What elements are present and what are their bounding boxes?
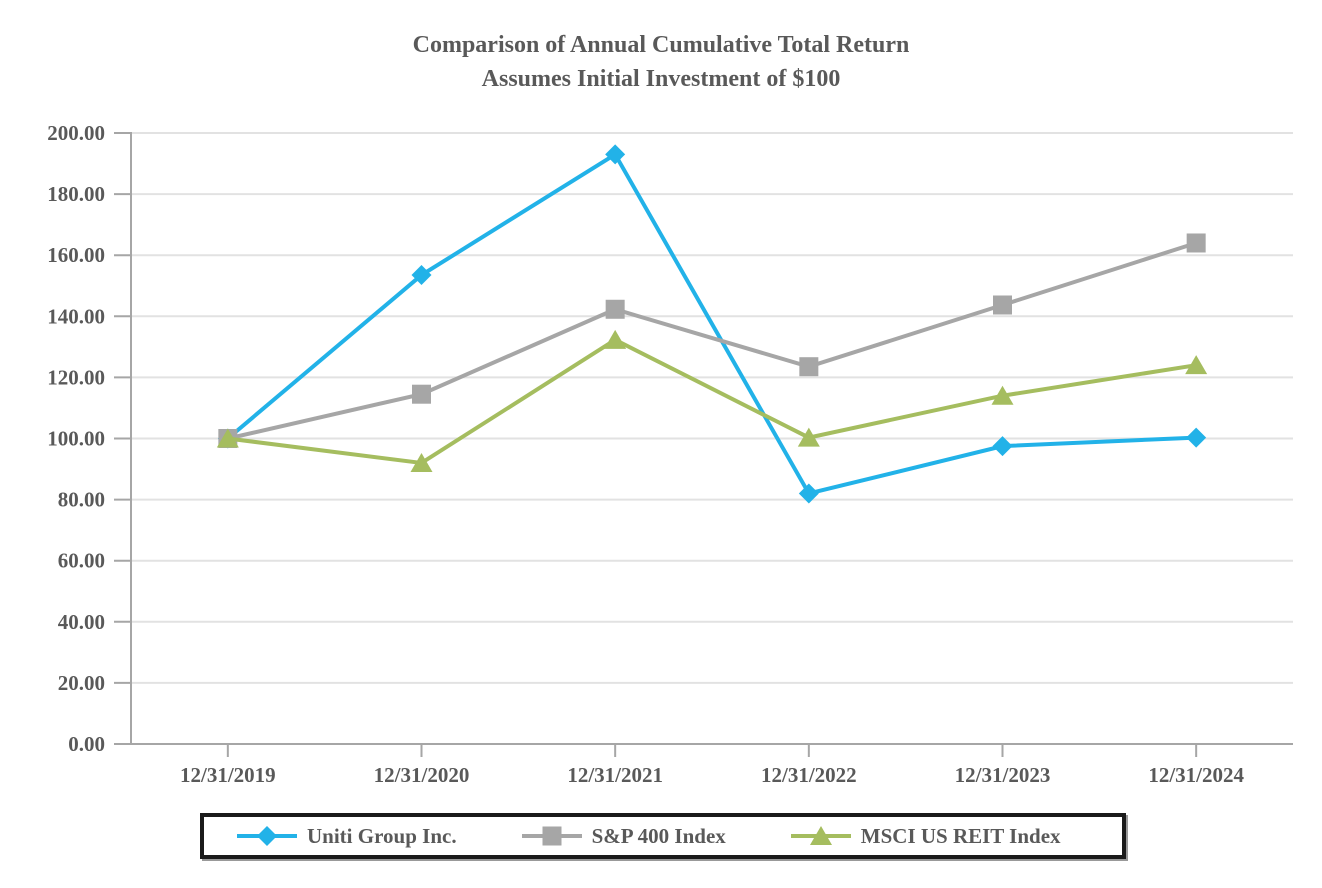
y-tick-label: 200.00: [47, 121, 105, 145]
series-line: [227, 241, 1197, 441]
x-tick-label: 12/31/2020: [374, 763, 470, 787]
legend-label-sp400: S&P 400 Index: [591, 823, 726, 848]
chart-title-line1: Comparison of Annual Cumulative Total Re…: [412, 32, 910, 58]
x-tick-label: 12/31/2021: [567, 763, 663, 787]
legend-diamond-glyph: [257, 826, 277, 846]
data-point: [797, 427, 820, 447]
chart-title-line2: Assumes Initial Investment of $100: [481, 66, 841, 92]
data-point: [605, 299, 625, 319]
data-point: [798, 483, 819, 504]
data-point: [1186, 427, 1207, 448]
axes: [114, 132, 1293, 757]
y-tick-label: 60.00: [58, 549, 105, 573]
data-point: [1186, 233, 1206, 253]
legend-label-msci: MSCI US REIT Index: [860, 823, 1061, 848]
data-point: [216, 428, 239, 448]
data-point: [992, 436, 1013, 457]
data-point: [1185, 355, 1208, 375]
chart-title: Comparison of Annual Cumulative Total Re…: [0, 28, 1322, 96]
legend-triangle-glyph: [809, 826, 832, 845]
legend-marker-square-icon: [521, 826, 582, 846]
y-axis-labels: 0.00 20.00 40.00 60.00 80.00 100.00 120.00 140.…: [47, 121, 105, 756]
legend-entry-sp400: S&P 400 Index: [521, 824, 726, 849]
data-point: [410, 452, 433, 472]
x-tick-label: 12/31/2019: [180, 763, 276, 787]
y-tick-label: 0.00: [68, 732, 105, 756]
series-line: [226, 151, 1197, 496]
data-point: [799, 357, 819, 377]
y-tick-label: 40.00: [58, 610, 105, 634]
series-line: [227, 337, 1197, 466]
data-point: [411, 265, 432, 286]
x-axis-labels: 12/31/2019 12/31/2020 12/31/2021 12/31/2022…: [180, 763, 1245, 787]
y-tick-label: 160.00: [47, 243, 105, 267]
y-tick-label: 120.00: [47, 365, 105, 389]
data-point: [991, 385, 1014, 405]
legend-marker-triangle-icon: [790, 826, 851, 845]
data-point: [993, 295, 1012, 315]
legend-label-uniti: Uniti Group Inc.: [307, 823, 457, 848]
legend-square-glyph: [542, 826, 562, 846]
x-tick-label: 12/31/2022: [761, 763, 857, 787]
x-tick-label: 12/31/2023: [955, 763, 1051, 787]
y-tick-label: 180.00: [47, 182, 105, 206]
line-chart-plot: 0.00 20.00 40.00 60.00 80.00 100.00 120.00 140.…: [47, 121, 1293, 787]
y-tick-label: 140.00: [47, 304, 105, 328]
data-point: [412, 384, 431, 404]
legend-entry-uniti: Uniti Group Inc.: [236, 824, 457, 849]
gridlines: [131, 132, 1293, 684]
data-point: [605, 144, 626, 165]
y-tick-label: 20.00: [58, 671, 105, 695]
legend-marker-diamond-icon: [237, 826, 297, 846]
y-tick-label: 80.00: [58, 488, 105, 512]
series-s-p-400-index: [218, 233, 1206, 448]
series-uniti-group-inc-: [217, 144, 1207, 504]
series-msci-us-reit-index: [216, 329, 1208, 472]
x-tick-label: 12/31/2024: [1148, 763, 1244, 787]
data-point: [604, 329, 627, 349]
legend-entry-msci: MSCI US REIT Index: [790, 824, 1061, 849]
legend: Uniti Group Inc. S&P 400 Index MSCI US R…: [200, 813, 1126, 859]
y-tick-label: 100.00: [47, 427, 105, 451]
